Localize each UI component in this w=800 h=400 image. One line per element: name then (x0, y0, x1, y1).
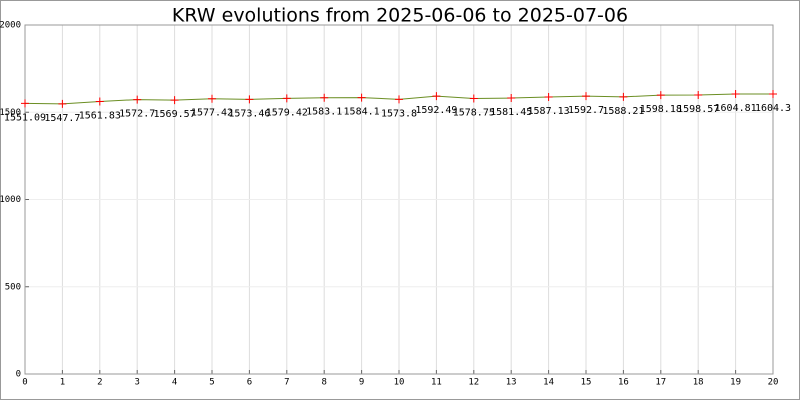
point-marker (21, 99, 29, 108)
x-tick-label: 2 (97, 378, 102, 388)
data-label: 1583.1 (306, 107, 342, 118)
x-tick-label: 0 (22, 378, 27, 388)
data-label: 1547.7 (44, 113, 80, 124)
data-label: 1572.7 (119, 109, 155, 120)
data-label: 1598.57 (677, 104, 719, 115)
x-tick-label: 3 (134, 378, 139, 388)
point-marker (769, 90, 777, 99)
point-marker (731, 89, 740, 98)
data-label: 1573.8 (381, 108, 417, 119)
x-tick-label: 14 (543, 378, 554, 388)
data-label: 1587.13 (528, 106, 570, 117)
x-tick-label: 16 (618, 378, 629, 388)
point-marker (282, 94, 291, 103)
y-tick-label: 0 (16, 370, 21, 380)
data-label: 1592.7 (568, 105, 604, 116)
x-tick-label: 5 (209, 378, 214, 388)
data-label: 1579.42 (266, 107, 308, 118)
data-label: 1588.21 (602, 106, 644, 117)
x-tick-label: 19 (730, 378, 741, 388)
data-label: 1584.1 (344, 107, 380, 118)
plot-border (24, 24, 774, 375)
data-label: 1573.46 (228, 108, 270, 119)
data-label: 1604.3 (755, 103, 791, 114)
y-tick-label: 500 (5, 282, 21, 292)
data-label: 1578.75 (453, 108, 495, 119)
point-marker (656, 91, 665, 100)
point-marker (95, 97, 104, 106)
x-tick-label: 15 (581, 378, 592, 388)
y-tick-label: 1000 (0, 195, 21, 205)
x-tick-label: 11 (431, 378, 442, 388)
x-tick-label: 7 (284, 378, 289, 388)
point-marker (357, 93, 366, 102)
point-marker (320, 93, 329, 102)
x-tick-label: 20 (768, 378, 779, 388)
data-label: 1577.42 (191, 108, 233, 119)
point-marker (133, 95, 142, 104)
point-marker (694, 91, 703, 100)
x-tick-label: 18 (693, 378, 704, 388)
point-marker (507, 94, 516, 103)
x-tick-label: 9 (359, 378, 364, 388)
data-label: 1569.57 (154, 109, 196, 120)
x-tick-label: 6 (247, 378, 252, 388)
y-tick-label: 1500 (0, 108, 21, 118)
x-tick-label: 17 (655, 378, 666, 388)
x-tick-label: 4 (172, 378, 177, 388)
data-label: 1604.81 (715, 103, 757, 114)
data-label: 1598.18 (640, 104, 682, 115)
point-marker (544, 93, 553, 102)
data-label: 1592.49 (415, 105, 457, 116)
x-tick-label: 10 (394, 378, 405, 388)
point-marker (208, 94, 216, 103)
x-tick-label: 8 (321, 378, 326, 388)
x-tick-label: 12 (468, 378, 479, 388)
x-tick-label: 1 (60, 378, 65, 388)
point-marker (469, 94, 478, 103)
point-marker (395, 95, 403, 104)
point-marker (245, 95, 254, 104)
data-label: 1581.45 (490, 107, 532, 118)
point-marker (58, 99, 67, 108)
point-marker (619, 92, 628, 101)
point-marker (170, 96, 179, 105)
x-tick-label: 13 (506, 378, 517, 388)
point-marker (432, 92, 441, 101)
point-marker (582, 92, 590, 101)
y-tick-label: 2000 (0, 21, 21, 31)
data-label: 1561.83 (79, 110, 121, 121)
data-label: 1551.09 (4, 112, 46, 123)
chart-title: KRW evolutions from 2025-06-06 to 2025-0… (172, 5, 628, 27)
